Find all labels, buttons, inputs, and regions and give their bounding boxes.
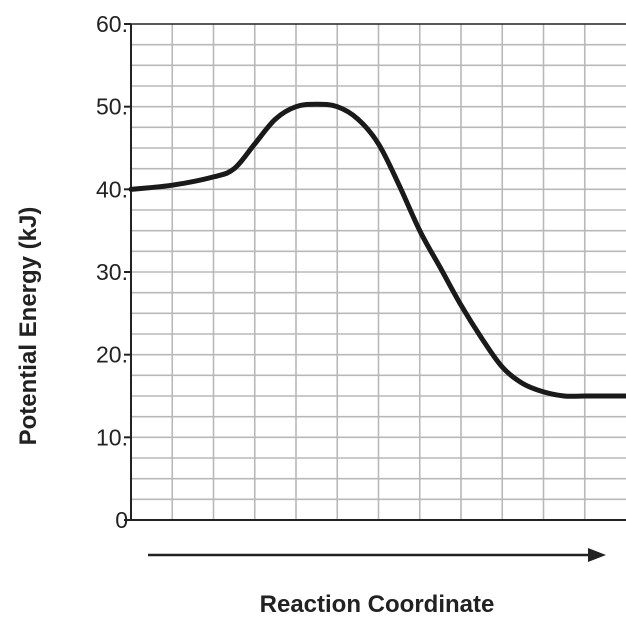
y-axis-label: Potential Energy (kJ) bbox=[15, 207, 42, 446]
y-tick-label: 50. bbox=[96, 94, 128, 120]
y-tick-label: 0 bbox=[115, 507, 128, 533]
arrow-head bbox=[588, 548, 606, 562]
energy-curve bbox=[128, 101, 626, 399]
y-axis-ticks: 0 10. 20. 30. 40. 50. 60. bbox=[96, 11, 131, 533]
grid bbox=[131, 24, 626, 520]
x-axis-label: Reaction Coordinate bbox=[260, 591, 495, 617]
y-tick-label: 20. bbox=[96, 342, 128, 368]
y-tick-label: 30. bbox=[96, 259, 128, 285]
x-axis-arrow bbox=[148, 548, 606, 562]
curve-layer bbox=[128, 101, 626, 399]
y-tick-label: 40. bbox=[96, 176, 128, 202]
y-tick-label: 60. bbox=[96, 11, 128, 37]
y-tick-label: 10. bbox=[96, 424, 128, 450]
